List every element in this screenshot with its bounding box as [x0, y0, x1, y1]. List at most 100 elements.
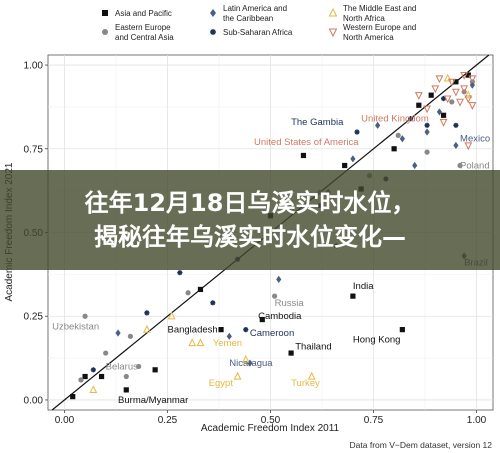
legend-marker-mena	[328, 7, 338, 17]
point-sub_saharan-54	[210, 300, 216, 306]
legend-marker-eastern_europe	[102, 29, 108, 35]
annotation-yemen: Yemen	[213, 338, 242, 349]
point-asia_pacific-11	[300, 152, 307, 159]
point-western_europe-80	[447, 78, 456, 87]
x-axis-title: Academic Freedom Index 2011	[201, 423, 340, 434]
legend-label-western_europe: North America	[343, 33, 394, 42]
annotation-belarus: Belarus	[106, 361, 138, 372]
legend-label-eastern_europe: and Central Asia	[115, 33, 174, 42]
point-eastern_europe-28	[272, 293, 278, 299]
point-asia_pacific-8	[288, 350, 294, 356]
point-western_europe-78	[439, 118, 448, 127]
point-sub_saharan-65	[453, 122, 459, 128]
point-latin_america-40	[276, 275, 282, 283]
point-eastern_europe-27	[185, 290, 191, 296]
point-asia_pacific-4	[152, 367, 158, 373]
x-tick-label: 0.50	[261, 415, 281, 426]
point-western_europe-84	[460, 85, 469, 94]
x-tick-label: 1.00	[467, 415, 487, 426]
annotation-poland: Poland	[460, 161, 490, 172]
source-note: Data from V−Dem dataset, version 12	[350, 440, 493, 450]
legend-label-latin_america: Latin America and	[223, 4, 287, 13]
point-asia_pacific-5	[197, 286, 204, 293]
y-tick-label: 1.00	[24, 61, 44, 72]
point-sub_saharan-51	[90, 367, 96, 373]
point-mena-73	[307, 371, 316, 380]
point-eastern_europe-34	[457, 162, 463, 169]
point-western_europe-82	[456, 98, 464, 107]
point-latin_america-47	[436, 108, 443, 116]
point-latin_america-39	[226, 332, 232, 340]
legend-label-mena: North Africa	[343, 14, 385, 23]
point-mena-67	[142, 324, 151, 333]
point-mena-71	[233, 371, 242, 380]
point-western_europe-83	[460, 71, 469, 80]
point-latin_america-42	[350, 155, 356, 163]
annotation-the-gambia: The Gambia	[291, 117, 344, 128]
point-latin_america-37	[115, 329, 121, 337]
point-eastern_europe-23	[123, 373, 129, 380]
point-latin_america-45	[412, 161, 418, 170]
legend-label-eastern_europe: Eastern Europe	[115, 23, 171, 32]
point-asia_pacific-7	[259, 316, 265, 323]
point-eastern_europe-24	[136, 363, 142, 370]
point-asia_pacific-3	[123, 387, 129, 393]
point-latin_america-46	[424, 128, 430, 136]
point-western_europe-77	[431, 85, 440, 94]
legend-label-asia_pacific: Asia and Pacific	[115, 9, 172, 18]
point-eastern_europe-32	[424, 149, 430, 155]
annotation-burma-myanmar: Burma/Myanmar	[118, 395, 188, 406]
annotation-russia: Russia	[275, 298, 305, 309]
point-latin_america-43	[375, 121, 381, 129]
y-tick-label: 0.75	[24, 144, 44, 155]
annotation-united-kingdom: United Kingdom	[361, 114, 429, 125]
y-tick-label: 0.00	[24, 395, 44, 406]
point-mena-69	[188, 338, 197, 347]
point-sub_saharan-63	[424, 122, 430, 128]
x-tick-label: 0.00	[55, 415, 75, 426]
legend-marker-asia_pacific	[102, 10, 108, 16]
x-tick-label: 0.75	[364, 415, 384, 426]
annotation-mexico: Mexico	[460, 134, 490, 145]
point-western_europe-89	[414, 92, 423, 100]
x-tick-label: 0.25	[158, 415, 178, 426]
y-tick-label: 0.25	[24, 312, 44, 323]
legend-marker-western_europe	[328, 28, 338, 38]
point-asia_pacific-9	[350, 293, 356, 299]
annotation-bangladesh: Bangladesh	[167, 325, 217, 336]
point-eastern_europe-26	[103, 350, 109, 356]
point-sub_saharan-62	[407, 116, 414, 122]
point-mena-72	[241, 355, 250, 363]
annotation-india: India	[353, 281, 374, 292]
point-western_europe-88	[435, 75, 444, 84]
annotation-egypt: Egypt	[209, 378, 234, 389]
point-eastern_europe-21	[82, 313, 88, 319]
annotation-turkey: Turkey	[291, 378, 320, 389]
point-eastern_europe-33	[449, 99, 455, 105]
annotation-cameroon: Cameroon	[250, 328, 294, 339]
point-asia_pacific-1	[82, 373, 88, 380]
point-sub_saharan-60	[354, 129, 360, 135]
legend-label-mena: The Middle East and	[343, 4, 416, 13]
point-asia_pacific-18	[453, 79, 459, 85]
point-asia_pacific-6	[218, 327, 224, 333]
legend-label-western_europe: Western Europe and	[343, 23, 416, 32]
point-eastern_europe-22	[78, 377, 84, 383]
annotation-thailand: Thailand	[295, 341, 331, 352]
point-sub_saharan-53	[177, 270, 183, 276]
point-asia_pacific-2	[98, 373, 105, 380]
point-asia_pacific-12	[342, 162, 348, 169]
legend-marker-latin_america	[210, 9, 216, 17]
point-eastern_europe-25	[127, 333, 134, 339]
point-asia_pacific-0	[70, 394, 76, 400]
point-sub_saharan-55	[243, 327, 249, 333]
point-western_europe-86	[468, 75, 477, 84]
point-latin_america-48	[453, 141, 459, 150]
point-western_europe-81	[452, 88, 460, 97]
point-western_europe-79	[443, 95, 452, 104]
point-mena-68	[167, 311, 176, 320]
annotation-hong-kong: Hong Kong	[353, 335, 401, 346]
point-western_europe-76	[423, 105, 431, 114]
legend-label-latin_america: the Caribbean	[223, 14, 273, 23]
point-asia_pacific-15	[416, 102, 422, 108]
